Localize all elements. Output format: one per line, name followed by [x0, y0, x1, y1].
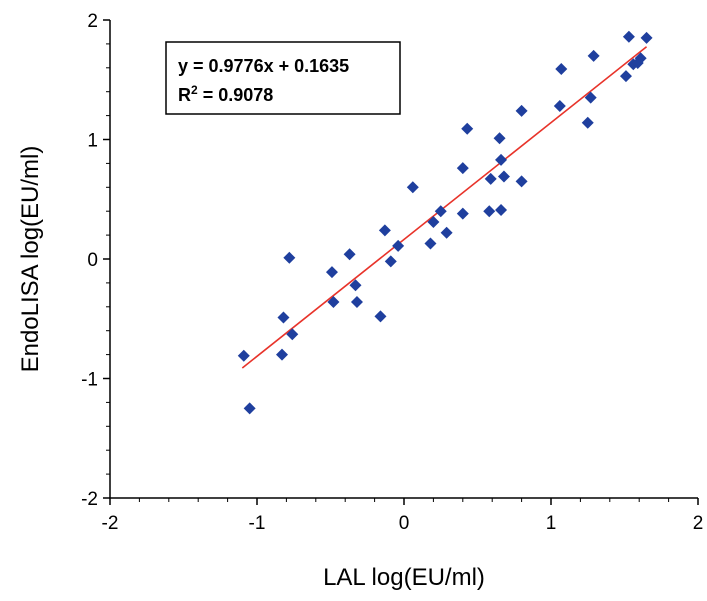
data-point: [634, 52, 647, 65]
data-point: [456, 207, 469, 220]
trendline-group: [241, 46, 648, 369]
r-squared-value: = 0.9078: [198, 85, 274, 105]
data-point: [584, 91, 597, 104]
data-point: [277, 311, 290, 324]
data-point: [243, 402, 256, 415]
data-point: [456, 162, 469, 175]
x-tick-label: -2: [102, 513, 119, 534]
y-tick-label: 2: [87, 11, 98, 32]
data-point: [392, 239, 405, 252]
data-point: [434, 205, 447, 218]
annotation-box: [165, 41, 401, 115]
y-ticks: -2 -1 0 1 2: [81, 11, 110, 510]
data-point: [484, 172, 497, 185]
data-point: [237, 349, 250, 362]
data-point: [587, 49, 600, 62]
data-points: [237, 30, 653, 415]
x-tick-label: 2: [693, 513, 704, 534]
data-point: [497, 170, 510, 183]
x-tick-label: -1: [249, 513, 266, 534]
y-tick-label: 1: [87, 131, 98, 152]
data-point: [283, 251, 296, 264]
data-point: [553, 100, 566, 113]
data-point: [286, 328, 299, 341]
data-point: [349, 279, 362, 292]
r-squared-text: R2 = 0.9078: [178, 83, 273, 105]
regression-line: [241, 46, 648, 369]
y-tick-label: 0: [87, 250, 98, 271]
data-point: [406, 181, 419, 194]
data-point: [622, 30, 635, 43]
data-point: [640, 31, 653, 44]
data-point: [374, 310, 387, 323]
equation-text: y = 0.9776x + 0.1635: [178, 56, 349, 76]
data-point: [495, 153, 508, 166]
data-point: [343, 248, 356, 261]
r-squared-superscript: 2: [191, 83, 198, 97]
data-point: [555, 62, 568, 75]
regression-annotation: y = 0.9776x + 0.1635 R2 = 0.9078: [165, 41, 401, 115]
data-point: [493, 132, 506, 145]
data-point: [275, 348, 288, 361]
data-point: [350, 296, 363, 309]
r-squared-label: R: [178, 85, 191, 105]
data-point: [581, 116, 594, 129]
data-point: [619, 70, 632, 83]
data-point: [515, 104, 528, 117]
data-point: [427, 215, 440, 228]
data-point: [384, 255, 397, 268]
data-point: [495, 204, 508, 217]
x-tick-label: 0: [399, 513, 410, 534]
data-point: [440, 226, 453, 239]
data-point: [325, 266, 338, 279]
data-point: [378, 224, 391, 237]
data-point: [483, 205, 496, 218]
y-axis-title: EndoLISA log(EU/ml): [17, 146, 44, 373]
y-tick-label: -2: [81, 489, 98, 510]
data-point: [424, 237, 437, 250]
data-point: [327, 296, 340, 309]
x-ticks: -2 -1 0 1 2: [102, 498, 704, 534]
data-point: [515, 175, 528, 188]
y-tick-label: -1: [81, 370, 98, 391]
x-tick-label: 1: [546, 513, 557, 534]
data-point: [461, 122, 474, 135]
x-axis-title: LAL log(EU/ml): [323, 564, 485, 591]
